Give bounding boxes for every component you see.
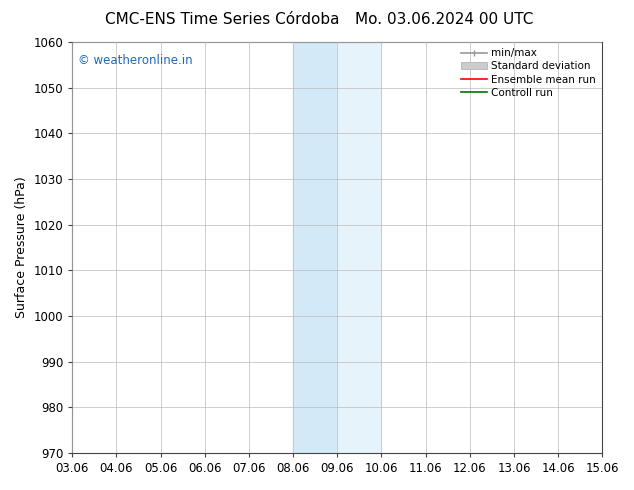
Text: CMC-ENS Time Series Córdoba: CMC-ENS Time Series Córdoba bbox=[105, 12, 339, 27]
Text: © weatheronline.in: © weatheronline.in bbox=[77, 54, 192, 68]
Bar bbox=[293, 42, 337, 453]
Legend: min/max, Standard deviation, Ensemble mean run, Controll run: min/max, Standard deviation, Ensemble me… bbox=[457, 44, 600, 102]
Text: Mo. 03.06.2024 00 UTC: Mo. 03.06.2024 00 UTC bbox=[354, 12, 533, 27]
Y-axis label: Surface Pressure (hPa): Surface Pressure (hPa) bbox=[15, 176, 28, 318]
Bar bbox=[337, 42, 382, 453]
